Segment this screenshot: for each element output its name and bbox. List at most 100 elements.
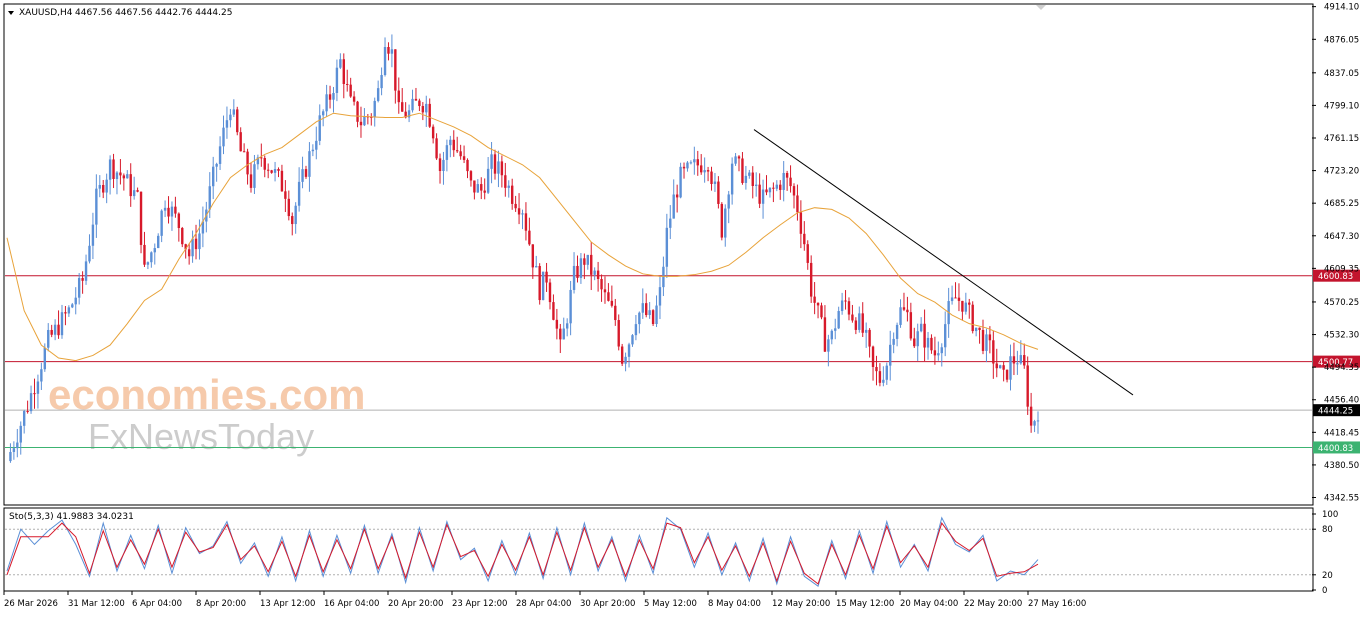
- candle-bear: [930, 337, 933, 351]
- candle-bear: [236, 109, 239, 133]
- candle-bear: [851, 314, 854, 321]
- candle-bull: [315, 140, 318, 150]
- candles-layer: [9, 34, 1040, 463]
- candle-bear: [772, 187, 775, 189]
- candle-bear: [136, 190, 139, 192]
- time-tick-label: 12 May 20:00: [772, 599, 830, 609]
- dropdown-triangle-icon[interactable]: [8, 11, 14, 15]
- price-axis: 4914.10 4876.05 4837.05 4799.10 4761.15 4723.…: [1312, 3, 1359, 504]
- candle-bear: [700, 165, 703, 173]
- candle-bull: [256, 157, 260, 165]
- candle-bear: [26, 411, 29, 413]
- candle-bull: [229, 114, 232, 121]
- candle-bull: [339, 59, 342, 68]
- candle-bear: [978, 327, 981, 330]
- candle-bull: [88, 245, 91, 262]
- candle-bull: [321, 111, 325, 116]
- candle-bear: [33, 393, 36, 395]
- candle-bull: [84, 261, 88, 281]
- trendline-layer: [753, 129, 1134, 396]
- candle-bear: [1026, 365, 1029, 407]
- candle-bull: [253, 164, 256, 188]
- candle-bear: [954, 297, 957, 299]
- candle-bull: [36, 381, 40, 394]
- candle-bull: [926, 337, 930, 348]
- candle-bull: [634, 324, 638, 336]
- candle-bear: [720, 203, 724, 238]
- candle-bull: [840, 300, 844, 312]
- shift-marker-icon[interactable]: [1036, 5, 1046, 10]
- candle-bear: [524, 213, 528, 231]
- price-tick-label: 4609.35: [1324, 264, 1359, 274]
- candle-bull: [724, 208, 727, 238]
- candle-bear: [957, 297, 961, 301]
- candle-bull: [40, 369, 43, 382]
- candle-bull: [383, 47, 387, 75]
- candle-bull: [43, 347, 47, 370]
- level-tag-text: 4500.77: [1318, 358, 1353, 368]
- candle-bear: [177, 213, 181, 229]
- candle-bear: [81, 278, 84, 281]
- candle-bear: [456, 150, 459, 152]
- candle-bull: [170, 206, 174, 217]
- price-tick-label: 4876.05: [1324, 35, 1359, 45]
- price-tick-label: 4342.55: [1324, 494, 1359, 504]
- stochastic-layer: 100 80 20 0: [5, 510, 1338, 596]
- candle-bull: [301, 169, 304, 182]
- ohlc-values: 4467.56 4467.56 4442.76 4444.25: [75, 8, 232, 18]
- candle-bull: [940, 347, 943, 354]
- candle-bull: [157, 235, 160, 249]
- candle-bear: [349, 84, 352, 97]
- candle-bear: [878, 371, 882, 383]
- candle-bear: [246, 151, 249, 175]
- candle-bull: [672, 194, 675, 219]
- candle-bull: [445, 145, 449, 160]
- candle-bear: [779, 184, 782, 190]
- candle-bull: [497, 161, 500, 174]
- candle-bear: [785, 172, 789, 178]
- candle-bear: [174, 206, 177, 214]
- candle-bear: [576, 265, 579, 278]
- candle-bear: [902, 307, 906, 310]
- candle-bull: [376, 88, 380, 101]
- candle-bear: [1029, 406, 1033, 426]
- candle-bull: [225, 120, 229, 128]
- candle-bear: [617, 320, 620, 347]
- candle-bull: [744, 175, 748, 183]
- candle-bear: [394, 49, 397, 91]
- candle-bear: [346, 84, 349, 86]
- candle-bear: [538, 266, 541, 301]
- price-tick-label: 4914.10: [1324, 3, 1359, 13]
- candle-bear: [813, 296, 816, 303]
- time-tick-label: 20 May 04:00: [900, 599, 958, 609]
- candle-bear: [438, 158, 442, 171]
- candle-bull: [411, 98, 414, 111]
- candle-bull: [407, 110, 411, 118]
- candle-bull: [754, 184, 758, 187]
- candle-bear: [466, 159, 469, 172]
- candle-bear: [1002, 365, 1005, 370]
- candle-bull: [593, 270, 596, 275]
- level-tag-text: 4444.25: [1318, 407, 1353, 417]
- candle-bull: [998, 365, 1002, 369]
- candle-bull: [311, 149, 315, 152]
- candle-bull: [1016, 363, 1019, 365]
- candle-bull: [294, 205, 297, 225]
- candle-bull: [95, 188, 98, 225]
- candle-bear: [961, 300, 964, 312]
- candle-bear: [401, 102, 404, 112]
- price-tick-label: 4723.20: [1324, 167, 1359, 177]
- candle-bear: [799, 212, 803, 234]
- candle-bull: [730, 163, 734, 195]
- candle-bull: [449, 139, 452, 146]
- price-tick-label: 4456.40: [1324, 396, 1359, 406]
- candle-bear: [789, 177, 792, 187]
- candle-bear: [370, 116, 373, 118]
- candle-bear: [710, 171, 713, 184]
- candle-bear: [280, 170, 284, 192]
- candle-bear: [820, 305, 823, 318]
- time-tick-label: 5 May 12:00: [644, 599, 697, 609]
- stochastic-tick-label: 100: [1322, 510, 1338, 520]
